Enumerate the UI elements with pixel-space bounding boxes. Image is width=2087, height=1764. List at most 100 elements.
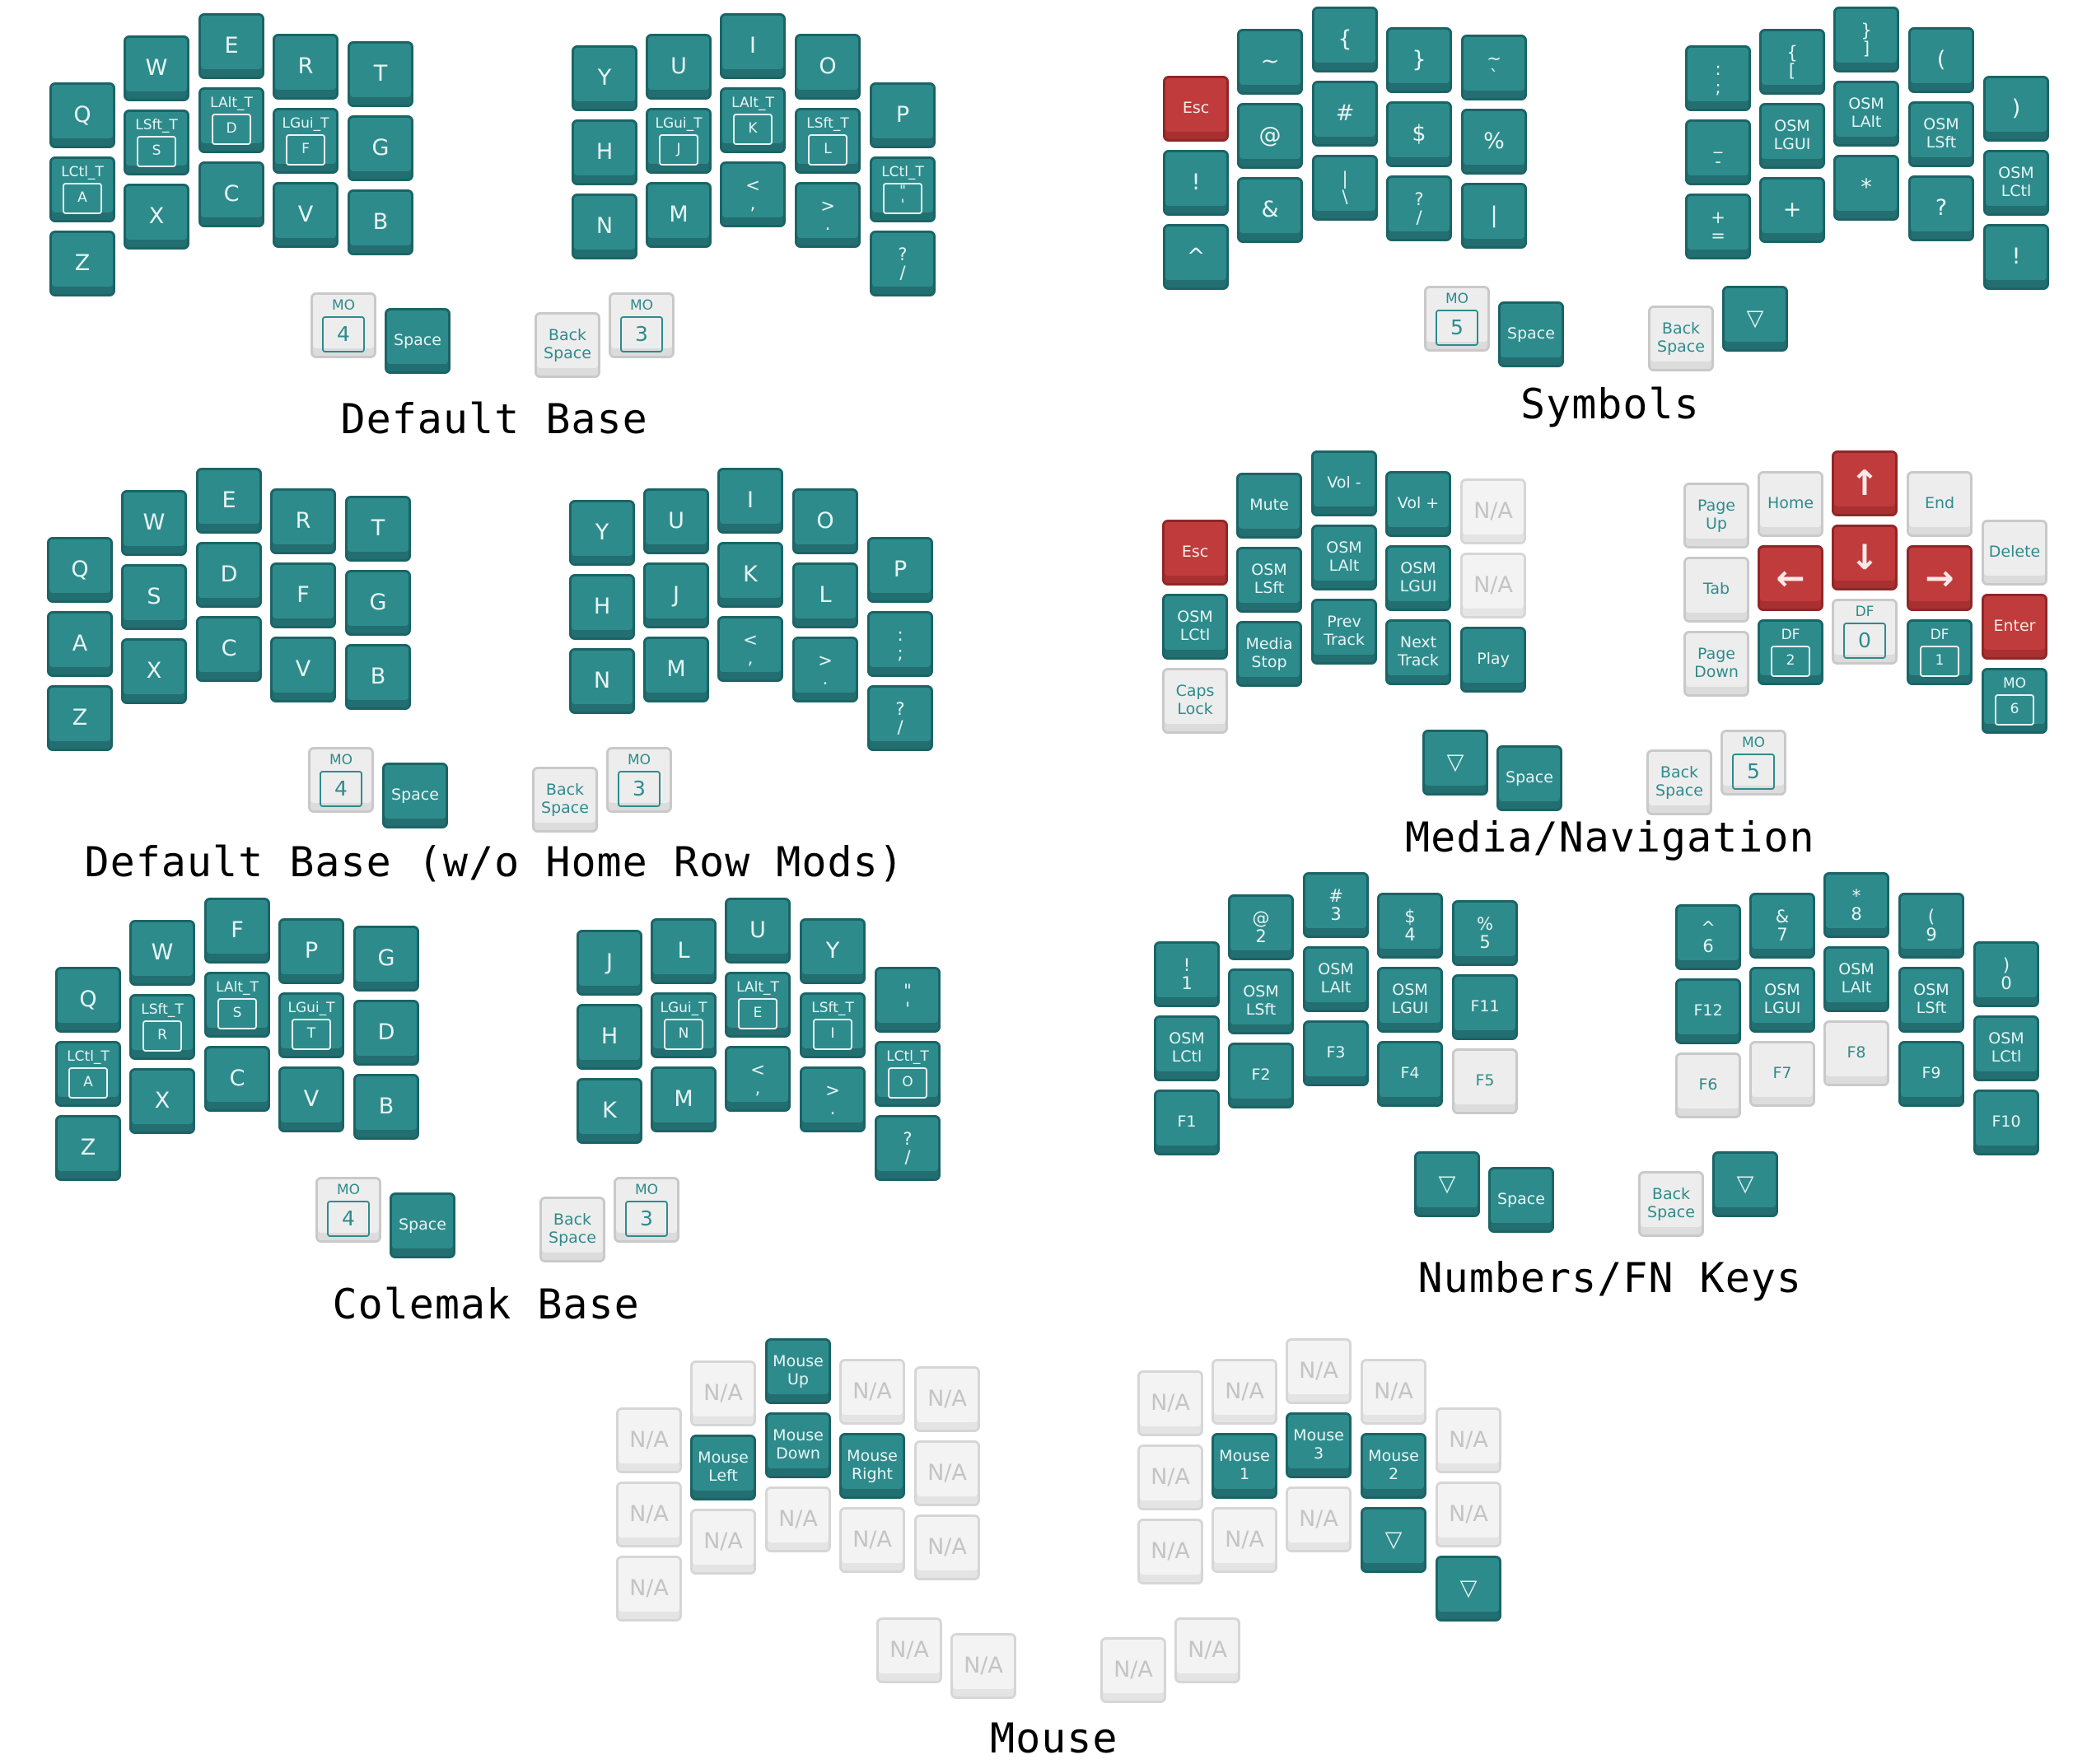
key-n-a: N/A — [950, 1633, 1016, 1699]
key-blank: $ — [1386, 101, 1452, 167]
key-back-space: Back Space — [1638, 1171, 1704, 1237]
key-blank: :; — [867, 611, 933, 677]
key-y: Y — [800, 918, 866, 984]
key-page-up: Page Up — [1683, 483, 1749, 548]
key-b: B — [348, 189, 413, 255]
key-n-a: N/A — [1137, 1370, 1203, 1436]
key-n-a: N/A — [765, 1486, 831, 1552]
key-lgui-t-f: LGui_T F — [273, 108, 338, 174]
key-osm-lsft: OSM LSft — [1908, 101, 1974, 167]
key-n-a: N/A — [1436, 1407, 1501, 1473]
key-lalt-t-s: LAlt_T S — [204, 972, 270, 1038]
key-n-a: N/A — [1361, 1359, 1426, 1425]
key-back-space: Back Space — [1646, 749, 1712, 815]
key-osm-lgui: OSM LGUI — [1749, 967, 1815, 1033]
key-h: H — [569, 574, 635, 640]
key-blank: :; — [1685, 45, 1751, 111]
key-z: Z — [55, 1115, 121, 1181]
key-space: Space — [390, 1192, 455, 1258]
key-esc: Esc — [1162, 520, 1228, 586]
key-r: R — [270, 488, 336, 554]
key-home: Home — [1758, 471, 1823, 537]
key-vol: Vol + — [1385, 471, 1451, 537]
key-blank: ? / — [875, 1115, 941, 1181]
key-blank: # — [1312, 81, 1378, 147]
key-n: N — [572, 194, 637, 259]
key-p: P — [870, 82, 936, 148]
key-d: D — [196, 542, 262, 608]
key-blank: | \ — [1312, 155, 1378, 221]
key-f10: F10 — [1973, 1090, 2039, 1155]
key-j: J — [577, 930, 642, 996]
key-f7: F7 — [1749, 1041, 1815, 1107]
key-blank: % — [1461, 109, 1527, 175]
key-lalt-t-e: LAlt_T E — [725, 972, 791, 1038]
key-n-a: N/A — [876, 1617, 942, 1683]
key-blank: " ' — [875, 967, 941, 1033]
key-8: * 8 — [1823, 872, 1889, 938]
key-space: Space — [1496, 745, 1562, 811]
key-osm-lctl: OSM LCtl — [1973, 1015, 2039, 1081]
key-mouse-up: Mouse Up — [765, 1338, 831, 1404]
key-blank: → — [1907, 545, 1973, 611]
key-lctl-t-a: LCtl_T A — [49, 156, 115, 222]
key-h: H — [577, 1004, 642, 1070]
key-c: C — [204, 1046, 270, 1112]
key-blank: ) — [1983, 76, 2049, 142]
key-mo-5: MO 5 — [1720, 730, 1786, 796]
key-0: ) 0 — [1973, 941, 2039, 1007]
key-osm-lgui: OSM LGUI — [1385, 545, 1451, 611]
key-mo-4: MO 4 — [308, 747, 374, 813]
key-vol: Vol - — [1311, 450, 1377, 516]
key-osm-lctl: OSM LCtl — [1983, 150, 2049, 216]
key-n-a: N/A — [914, 1514, 980, 1580]
key-f1: F1 — [1154, 1090, 1220, 1155]
key-r: R — [273, 34, 338, 100]
key-e: E — [198, 13, 264, 79]
key-2: @2 — [1228, 894, 1294, 960]
key-blank: ▽ — [1436, 1556, 1501, 1622]
key-end: End — [1907, 471, 1973, 537]
key-6: ^ 6 — [1675, 904, 1741, 970]
key-z: Z — [49, 231, 115, 296]
key-lgui-t-j: LGui_T J — [646, 108, 712, 174]
key-i: I — [717, 468, 783, 534]
layer-title-default-base-w-o-home-row-mods: Default Base (w/o Home Row Mods) — [84, 838, 904, 886]
key-q: Q — [47, 537, 113, 603]
key-b: B — [345, 644, 411, 710]
key-blank: ▽ — [1712, 1151, 1778, 1217]
key-o: O — [795, 34, 861, 100]
key-v: V — [270, 637, 336, 702]
key-lsft-t-r: LSft_T R — [129, 994, 195, 1060]
key-df-2: DF 2 — [1758, 619, 1823, 685]
key-f9: F9 — [1898, 1041, 1964, 1107]
key-lgui-t-n: LGui_T N — [651, 992, 717, 1058]
key-blank: {[ — [1759, 29, 1825, 95]
key-blank: ! — [1163, 150, 1229, 216]
key-k: K — [717, 542, 783, 608]
key-n-a: N/A — [1100, 1637, 1166, 1703]
key-f6: F6 — [1675, 1052, 1741, 1118]
key-n-a: N/A — [914, 1366, 980, 1432]
key-lctl-t-blank: LCtl_T " ' — [870, 156, 936, 222]
key-n-a: N/A — [1436, 1482, 1501, 1547]
key-blank: ▽ — [1422, 730, 1488, 796]
key-f3: F3 — [1303, 1020, 1369, 1086]
layer-title-numbers-fn-keys: Numbers/FN Keys — [1417, 1254, 1803, 1302]
key-mo-5: MO 5 — [1424, 286, 1490, 352]
key-n-a: N/A — [1286, 1338, 1352, 1404]
key-g: G — [348, 115, 413, 181]
key-9: (9 — [1898, 893, 1964, 959]
key-n-a: N/A — [839, 1507, 905, 1573]
key-blank: & — [1237, 177, 1303, 243]
key-blank: @ — [1237, 103, 1303, 169]
key-space: Space — [1488, 1167, 1554, 1233]
key-blank: <, — [725, 1046, 791, 1112]
key-n-a: N/A — [690, 1360, 756, 1426]
key-n-a: N/A — [839, 1359, 905, 1425]
key-osm-lctl: OSM LCtl — [1162, 594, 1228, 660]
key-4: $4 — [1377, 893, 1443, 959]
key-w: W — [129, 920, 195, 986]
key-mouse-down: Mouse Down — [765, 1412, 831, 1478]
key-n-a: N/A — [1137, 1444, 1203, 1510]
